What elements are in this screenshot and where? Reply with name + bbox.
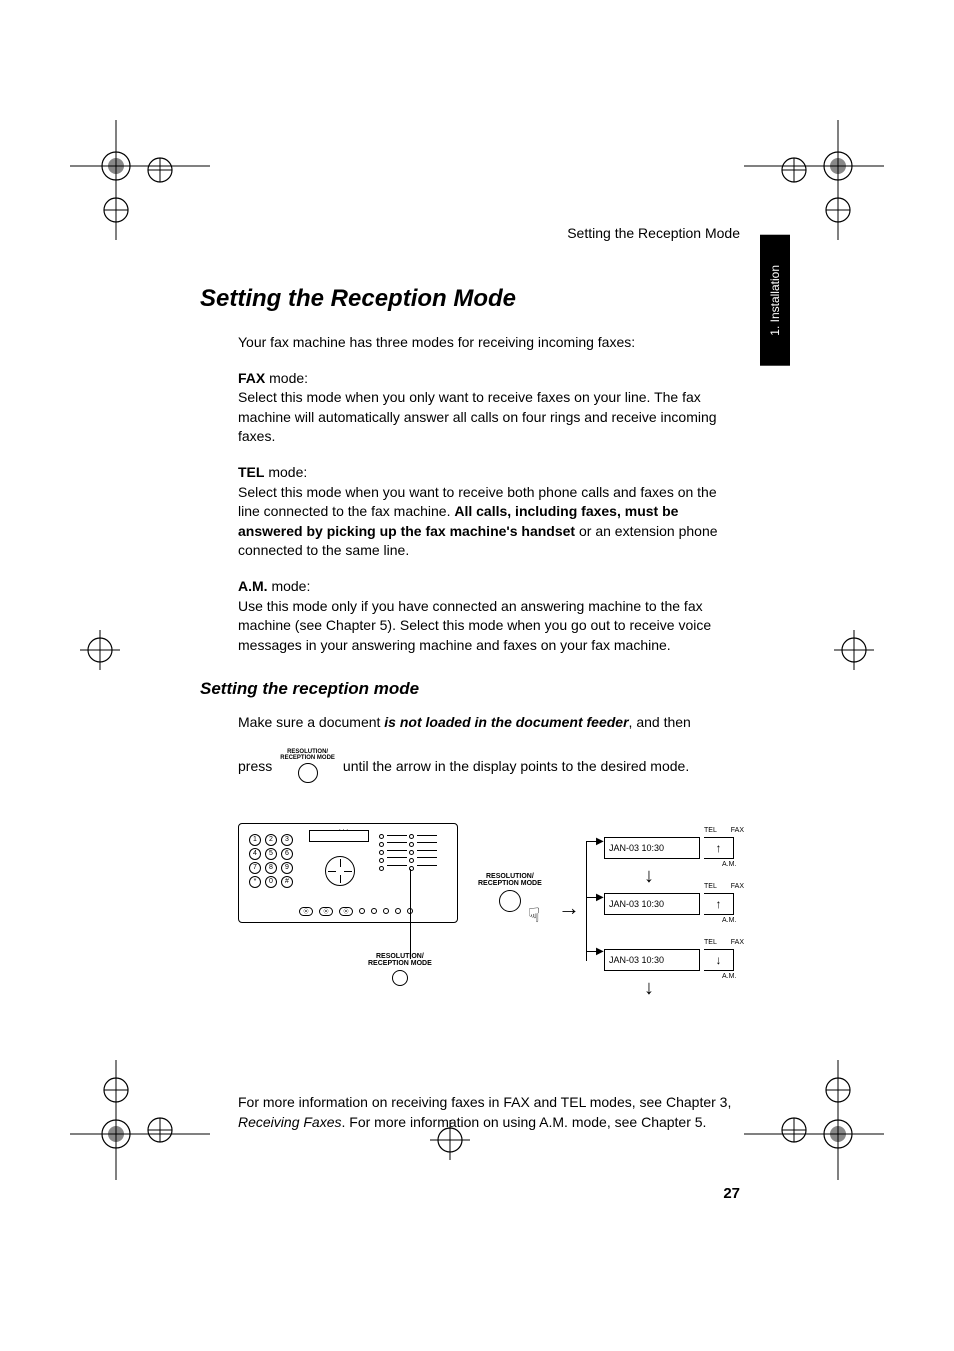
instr-post: , and then (629, 714, 691, 730)
instr-bold-italic: is not loaded in the document feeder (384, 714, 628, 730)
page-title: Setting the Reception Mode (200, 285, 740, 313)
d3-arrow: ↓ (704, 949, 734, 971)
d2-arrow: ↑ (704, 893, 734, 915)
small-btn-2 (371, 908, 377, 914)
key-2: 2 (265, 834, 277, 846)
press-word: press (238, 758, 272, 774)
d2-tel: TEL (704, 883, 717, 890)
crop-mark-bl (70, 1060, 210, 1180)
key-star: * (249, 876, 261, 888)
d2-am: A.M. (722, 917, 736, 924)
instr-pre: Make sure a document (238, 714, 384, 730)
key-1: 1 (249, 834, 261, 846)
callout-l2: RECEPTION MODE (368, 960, 432, 967)
key-3: 3 (281, 834, 293, 846)
am-mode-label: A.M. (238, 578, 268, 594)
press-line: press RESOLUTION/ RECEPTION MODE until t… (238, 749, 740, 783)
tel-mode-label: TEL (238, 464, 264, 480)
key-7: 7 (249, 862, 261, 874)
lcd-screen (309, 830, 369, 842)
nav-rocker (325, 856, 355, 886)
crop-mark-br (744, 1060, 884, 1180)
fax-mode-label: FAX (238, 370, 265, 386)
fax-mode-body: Select this mode when you only want to r… (238, 389, 717, 444)
oval-btn-2: ⦿ (319, 907, 333, 916)
running-header: Setting the Reception Mode (567, 225, 740, 241)
branch-arrow-2: ▶ (596, 892, 604, 903)
mid-l2: RECEPTION MODE (478, 880, 542, 887)
label-lines-a (387, 835, 407, 866)
oval-btn-3: ⦿ (339, 907, 353, 916)
callout-line (410, 869, 411, 959)
mid-circle-icon (499, 890, 521, 912)
callout-l1: RESOLUTION/ (376, 953, 424, 960)
branch-arrow-3: ▶ (596, 946, 604, 957)
section-subtitle: Setting the reception mode (200, 679, 740, 699)
d1-arrow: ↑ (704, 837, 734, 859)
tel-mode-suffix: mode: (264, 464, 307, 480)
d3-text: JAN-03 10:30 (604, 949, 700, 971)
small-btn-4 (395, 908, 401, 914)
chapter-tab: 1. Installation (760, 235, 790, 366)
page-number: 27 (723, 1185, 740, 1202)
fax-mode-suffix: mode: (265, 370, 308, 386)
small-btn-3 (383, 908, 389, 914)
d2-text: JAN-03 10:30 (604, 893, 700, 915)
crop-mark-ml (70, 620, 130, 680)
down-arrow-2: ↓ (644, 977, 654, 1000)
arrow-right-icon: → (558, 895, 580, 921)
under-buttons: ⦿ ⦿ ⦿ (299, 907, 413, 916)
d1-tel: TEL (704, 827, 717, 834)
crop-mark-tr (744, 120, 884, 240)
mid-l1: RESOLUTION/ (486, 873, 534, 880)
instruction-line-1: Make sure a document is not loaded in th… (238, 713, 740, 733)
callout-circle-icon (392, 970, 408, 986)
footer-a: For more information on receiving faxes … (238, 1094, 731, 1110)
key-9: 9 (281, 862, 293, 874)
button-circle-icon (298, 763, 318, 783)
d1-text: JAN-03 10:30 (604, 837, 700, 859)
d1-am: A.M. (722, 861, 736, 868)
fax-mode-block: FAX mode: Select this mode when you only… (238, 369, 740, 447)
footer-b: . For more information on using A.M. mod… (342, 1114, 707, 1130)
instr-after: until the arrow in the display points to… (343, 758, 689, 774)
resolution-button-icon: RESOLUTION/ RECEPTION MODE (280, 749, 335, 783)
down-arrow-1: ↓ (644, 865, 654, 888)
key-0: 0 (265, 876, 277, 888)
keypad: 123 456 789 * 0 # (249, 834, 293, 890)
d3-fax: FAX (731, 939, 744, 946)
btn-label-2: RECEPTION MODE (280, 755, 335, 761)
intro-text: Your fax machine has three modes for rec… (238, 333, 740, 353)
oval-btn-1: ⦿ (299, 907, 313, 916)
button-col-a (379, 834, 384, 871)
footer-note: For more information on receiving faxes … (238, 1093, 740, 1132)
crop-mark-mr (824, 620, 884, 680)
reception-mode-diagram: 123 456 789 *0# ... ⦿ ⦿ ⦿ (238, 823, 740, 1023)
button-col-b (409, 834, 414, 871)
key-4: 4 (249, 848, 261, 860)
tel-mode-block: TEL mode: Select this mode when you want… (238, 463, 740, 561)
crop-mark-tl (70, 120, 210, 240)
page-body: Setting the Reception Mode 1. Installati… (200, 225, 740, 1132)
d1-fax: FAX (731, 827, 744, 834)
key-6: 6 (281, 848, 293, 860)
footer-italic: Receiving Faxes (238, 1114, 342, 1130)
am-mode-suffix: mode: (268, 578, 311, 594)
key-8: 8 (265, 862, 277, 874)
fax-panel-illustration: 123 456 789 *0# ... ⦿ ⦿ ⦿ (238, 823, 458, 923)
d3-am: A.M. (722, 973, 736, 980)
callout-button-label: RESOLUTION/ RECEPTION MODE (368, 953, 432, 986)
branch-line (586, 841, 587, 961)
small-btn-1 (359, 908, 365, 914)
key-hash: # (281, 876, 293, 888)
hand-press-icon: ☟ (528, 903, 540, 928)
label-lines-b (417, 835, 437, 866)
branch-arrow-1: ▶ (596, 836, 604, 847)
d3-tel: TEL (704, 939, 717, 946)
am-mode-body: Use this mode only if you have connected… (238, 598, 711, 653)
am-mode-block: A.M. mode: Use this mode only if you hav… (238, 577, 740, 655)
key-5: 5 (265, 848, 277, 860)
d2-fax: FAX (731, 883, 744, 890)
